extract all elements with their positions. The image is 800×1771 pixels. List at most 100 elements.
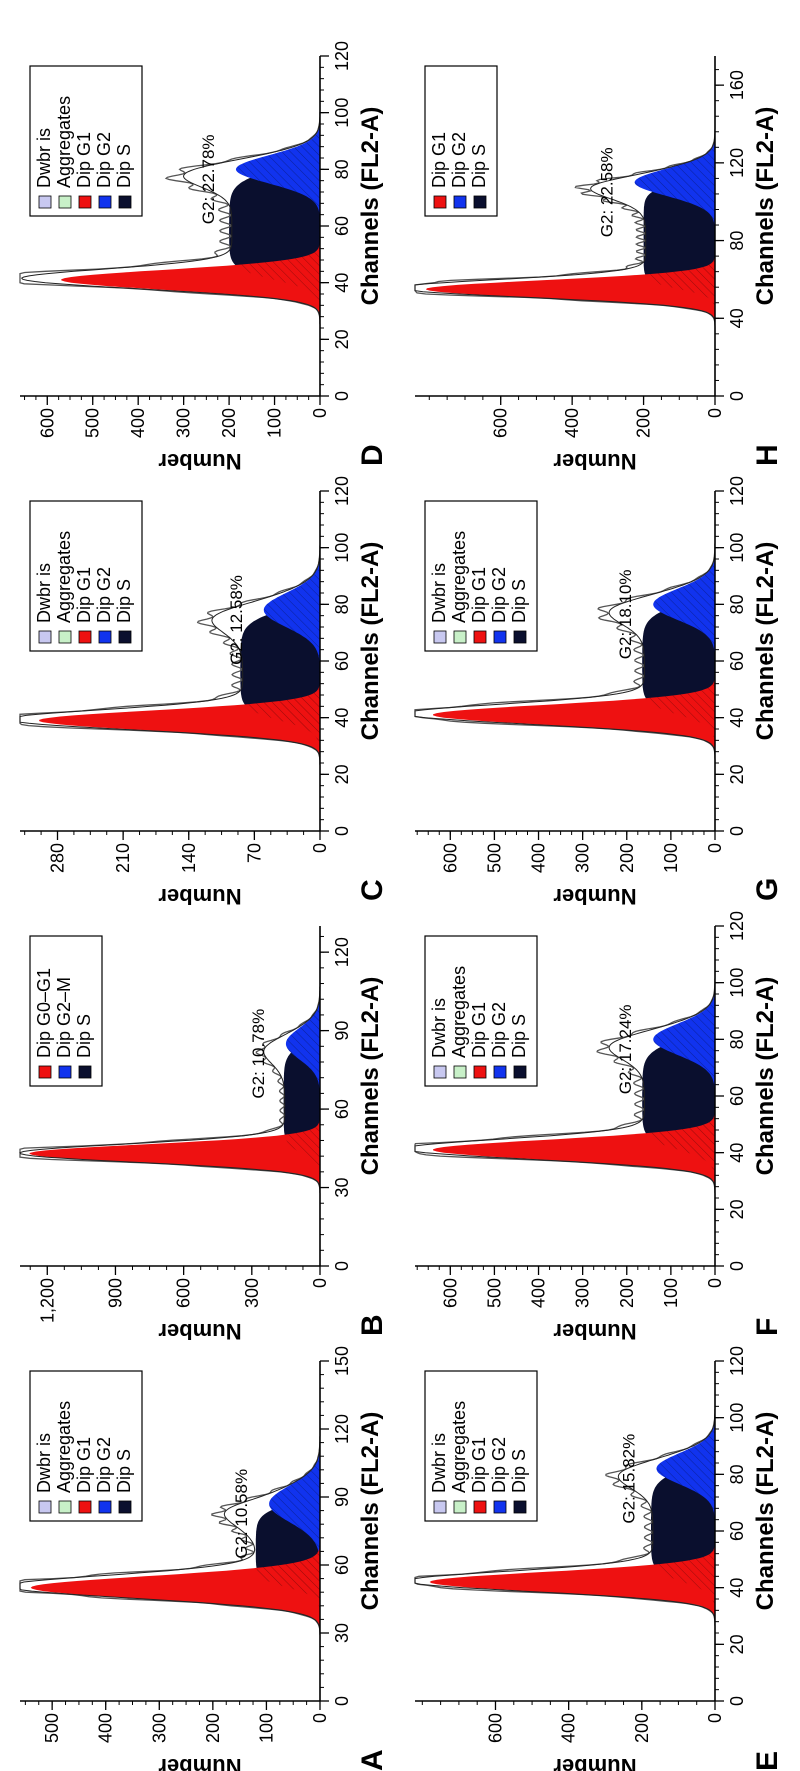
legend-swatch xyxy=(433,195,447,209)
x-tick-label: 120 xyxy=(727,476,747,506)
legend-swatch xyxy=(38,1065,52,1079)
y-tick-label: 600 xyxy=(440,843,460,873)
legend-entry: Dip G1 xyxy=(469,1437,489,1493)
legend-box xyxy=(29,1370,143,1522)
y-axis-label: Number xyxy=(158,1319,242,1344)
panel-letter: G xyxy=(751,878,784,901)
y-axis-label: Number xyxy=(158,449,242,474)
dip-s-area xyxy=(642,926,715,1266)
legend-entry: Dwbr is xyxy=(34,563,54,623)
x-tick-label: 60 xyxy=(332,651,352,671)
x-tick-label: 20 xyxy=(332,329,352,349)
legend-entry: Dwbr is xyxy=(34,128,54,188)
legend-swatch xyxy=(98,630,112,644)
x-tick-label: 40 xyxy=(727,708,747,728)
g2-annotation: G2: 15.82% xyxy=(619,1434,638,1524)
dip-g2-hatch xyxy=(656,1361,715,1701)
x-tick-label: 0 xyxy=(332,1261,352,1271)
legend-swatch xyxy=(38,1500,52,1514)
dip-s-area xyxy=(229,56,320,396)
legend-entry: Dip G2 xyxy=(94,132,114,188)
legend-swatch xyxy=(38,195,52,209)
legend-box xyxy=(424,65,498,217)
legend-entry: Dwbr is xyxy=(429,998,449,1058)
x-tick-label: 100 xyxy=(332,98,352,128)
x-tick-label: 60 xyxy=(332,1099,352,1119)
legend-box xyxy=(424,1370,538,1522)
x-tick-label: 120 xyxy=(727,911,747,941)
panel-A: 0 30 60 90 120 150 0 100 200 300 400 500 Channels (F… xyxy=(19,1346,389,1771)
g2-annotation: G2: 22.78% xyxy=(199,134,218,224)
dip-s-area xyxy=(651,1361,715,1701)
x-tick-label: 100 xyxy=(727,968,747,998)
y-tick-label: 500 xyxy=(42,1713,62,1743)
legend-swatch xyxy=(118,1500,132,1514)
legend-entry: Dip G1 xyxy=(74,567,94,623)
legend-swatch xyxy=(118,630,132,644)
legend-swatch xyxy=(473,195,487,209)
legend-box xyxy=(424,500,538,652)
legend-entry: Dip G2 xyxy=(489,567,509,623)
legend-entry: Dip S xyxy=(114,1449,134,1493)
y-tick-label: 0 xyxy=(705,843,725,853)
g2-annotation: G2: 10.58% xyxy=(232,1469,251,1559)
x-tick-label: 40 xyxy=(727,308,747,328)
legend-entry: Dip G2 xyxy=(94,1437,114,1493)
x-tick-label: 100 xyxy=(727,533,747,563)
x-tick-label: 0 xyxy=(727,1696,747,1706)
x-tick-label: 0 xyxy=(332,826,352,836)
legend-swatch xyxy=(513,1500,527,1514)
legend-entry: Dip G1 xyxy=(469,1002,489,1058)
x-tick-label: 0 xyxy=(727,1261,747,1271)
x-tick-label: 120 xyxy=(332,41,352,71)
legend-entry: Dip G0–G1 xyxy=(34,968,54,1058)
y-tick-label: 900 xyxy=(105,1278,125,1308)
y-tick-label: 400 xyxy=(529,843,549,873)
legend-swatch xyxy=(58,630,72,644)
x-tick-label: 120 xyxy=(332,937,352,967)
y-tick-label: 600 xyxy=(485,1713,505,1743)
x-tick-label: 80 xyxy=(727,594,747,614)
legend-entry: Aggregates xyxy=(449,531,469,623)
x-tick-label: 80 xyxy=(332,594,352,614)
legend-box xyxy=(29,65,143,217)
legend-swatch xyxy=(78,1065,92,1079)
legend-swatch xyxy=(98,195,112,209)
panel-letter: F xyxy=(751,1318,784,1336)
legend-entry: Dwbr is xyxy=(34,1433,54,1493)
legend-entry: Dip S xyxy=(509,579,529,623)
y-tick-label: 500 xyxy=(83,408,103,438)
y-tick-label: 0 xyxy=(310,843,330,853)
g2-annotation: G2: 12.58% xyxy=(227,575,246,665)
x-tick-label: 60 xyxy=(332,216,352,236)
x-tick-label: 80 xyxy=(727,231,747,251)
legend-entry: Aggregates xyxy=(449,966,469,1058)
y-tick-label: 0 xyxy=(705,408,725,418)
legend-entry: Dip G2–M xyxy=(54,977,74,1058)
x-tick-label: 20 xyxy=(727,1199,747,1219)
legend-entry: Dip S xyxy=(74,1014,94,1058)
legend-swatch xyxy=(453,1065,467,1079)
legend-entry: Dip S xyxy=(509,1449,529,1493)
x-tick-label: 160 xyxy=(727,70,747,100)
x-axis-label: Channels (FL2-A) xyxy=(357,107,384,306)
x-tick-label: 40 xyxy=(332,273,352,293)
x-tick-label: 120 xyxy=(727,148,747,178)
legend-swatch xyxy=(433,1065,447,1079)
y-tick-label: 0 xyxy=(310,1278,330,1288)
legend-entry: Dip G1 xyxy=(429,132,449,188)
g2-annotation: G2: 10.78% xyxy=(249,1009,268,1099)
panel-letter: C xyxy=(356,879,389,901)
legend-swatch xyxy=(118,195,132,209)
x-axis-label: Channels (FL2-A) xyxy=(357,977,384,1176)
y-tick-label: 300 xyxy=(174,408,194,438)
x-axis-label: Channels (FL2-A) xyxy=(357,1412,384,1611)
x-tick-label: 120 xyxy=(727,1346,747,1376)
legend-box xyxy=(29,935,103,1087)
legend-swatch xyxy=(493,630,507,644)
legend-swatch xyxy=(98,1500,112,1514)
legend-entry: Dwbr is xyxy=(429,1433,449,1493)
legend-swatch xyxy=(58,1500,72,1514)
y-tick-label: 600 xyxy=(37,408,57,438)
